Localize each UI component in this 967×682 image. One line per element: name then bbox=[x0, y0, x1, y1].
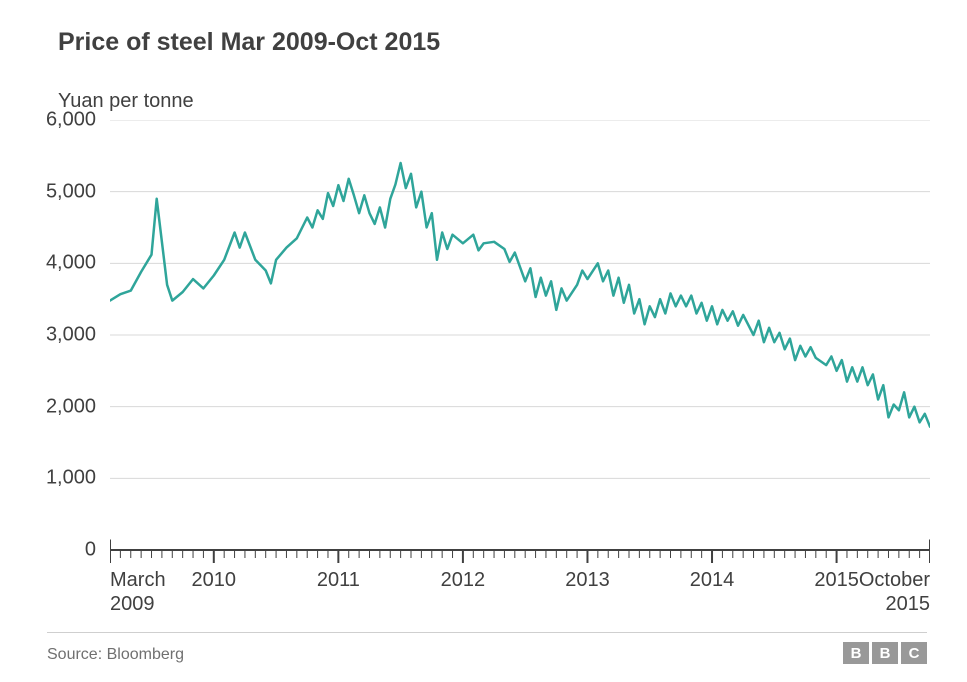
chart-title: Price of steel Mar 2009-Oct 2015 bbox=[58, 28, 440, 57]
x-tick-label: March 2009 bbox=[110, 568, 166, 616]
x-tick-label: October 2015 bbox=[859, 568, 930, 616]
bbc-logo-block: B bbox=[843, 642, 869, 664]
x-tick-label: 2013 bbox=[565, 568, 610, 592]
y-tick-label: 5,000 bbox=[0, 180, 96, 203]
y-tick-label: 0 bbox=[0, 539, 96, 562]
bbc-logo-block: C bbox=[901, 642, 927, 664]
footer-divider bbox=[47, 632, 927, 633]
x-tick-label: 2015 bbox=[814, 568, 859, 592]
plot-area bbox=[110, 120, 930, 550]
y-tick-label: 3,000 bbox=[0, 324, 96, 347]
y-tick-label: 1,000 bbox=[0, 467, 96, 490]
chart-svg bbox=[110, 120, 930, 572]
bbc-logo: BBC bbox=[843, 642, 927, 664]
x-tick-label: 2012 bbox=[441, 568, 486, 592]
x-tick-label: 2014 bbox=[690, 568, 735, 592]
y-tick-label: 6,000 bbox=[0, 109, 96, 132]
chart-container: Price of steel Mar 2009-Oct 2015 Yuan pe… bbox=[0, 0, 967, 682]
source-text: Source: Bloomberg bbox=[47, 646, 184, 664]
bbc-logo-block: B bbox=[872, 642, 898, 664]
price-line bbox=[110, 163, 930, 427]
x-tick-label: 2010 bbox=[192, 568, 237, 592]
x-tick-label: 2011 bbox=[317, 568, 360, 592]
y-tick-label: 4,000 bbox=[0, 252, 96, 275]
y-tick-label: 2,000 bbox=[0, 395, 96, 418]
